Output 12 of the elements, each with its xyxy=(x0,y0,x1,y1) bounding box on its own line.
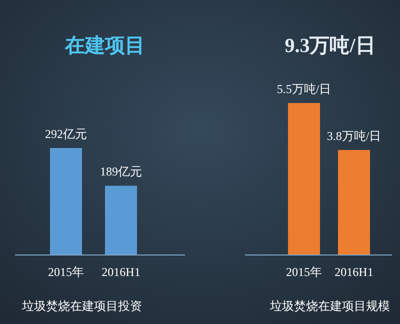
text: 垃圾焚烧在建项目规模 xyxy=(269,299,390,313)
data-label: 292亿元 xyxy=(45,127,87,141)
chart-title: 9.3万吨/日 xyxy=(284,35,376,57)
data-label: 189亿元 xyxy=(100,164,142,179)
data-label: 3.8万吨/日 xyxy=(326,128,382,143)
x-tick-label: 2016H1 xyxy=(334,265,374,279)
x-tick-label: 2015年 xyxy=(286,265,322,279)
x-tick-label: 2015年 xyxy=(48,265,84,279)
x-tick-label: 2016H1 xyxy=(102,265,140,279)
chart-title: 在建项目 xyxy=(64,35,145,57)
text: 垃圾焚烧在建项目投资 xyxy=(21,299,142,313)
data-label: 5.5万吨/日 xyxy=(276,82,332,96)
